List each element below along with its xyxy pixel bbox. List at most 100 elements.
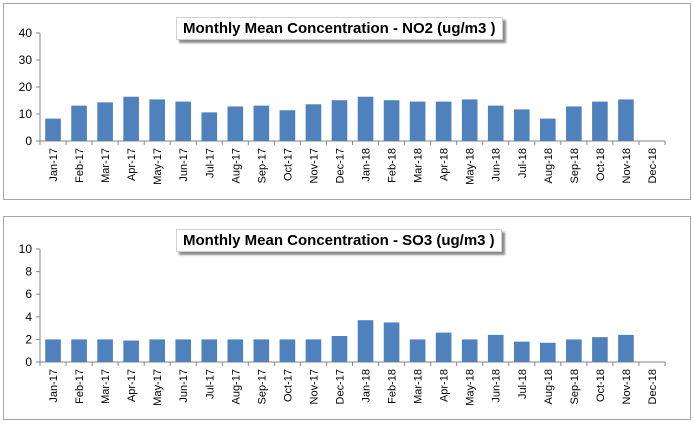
no2-bar-jul-17	[201, 112, 218, 141]
no2-bar-jan-18	[357, 96, 374, 141]
no2-bar-aug-18	[540, 118, 556, 141]
no2-category-label: Oct-17	[282, 148, 294, 181]
no2-y-tick-label: 40	[19, 26, 33, 40]
no2-category-label: Sep-17	[256, 148, 268, 183]
so3-y-tick-label: 4	[25, 310, 32, 324]
so3-category-label: Jul-18	[517, 369, 529, 399]
so3-category-label: Aug-17	[230, 369, 242, 404]
so3-bar-jul-18	[513, 341, 530, 362]
so3-bar-may-17	[149, 339, 165, 362]
so3-y-tick-label: 0	[25, 355, 32, 369]
no2-category-label: May-18	[465, 148, 477, 185]
no2-chart-title: Monthly Mean Concentration - NO2 (ug/m3 …	[176, 17, 503, 40]
no2-category-label: Jul-18	[517, 148, 529, 178]
no2-bar-nov-18	[618, 99, 634, 141]
no2-bar-sep-17	[253, 105, 270, 141]
so3-category-label: Mar-18	[413, 369, 425, 404]
so3-category-label: Feb-18	[387, 369, 399, 404]
so3-bar-mar-18	[409, 339, 426, 362]
so3-bar-aug-17	[227, 339, 244, 362]
no2-bar-jul-18	[513, 109, 530, 141]
so3-bar-jan-17	[45, 339, 61, 362]
so3-bar-jun-17	[175, 339, 192, 362]
no2-bar-may-18	[461, 99, 478, 141]
so3-category-label: Aug-18	[543, 369, 555, 404]
so3-category-label: Dec-17	[334, 369, 346, 404]
so3-category-label: Oct-17	[282, 369, 294, 402]
so3-y-tick-label: 10	[19, 242, 33, 256]
so3-category-label: Apr-18	[439, 369, 451, 402]
so3-category-label: Sep-17	[256, 369, 268, 404]
no2-category-label: Aug-17	[230, 148, 242, 183]
no2-category-label: Aug-18	[543, 148, 555, 183]
so3-category-label: Mar-17	[100, 369, 112, 404]
no2-bar-mar-18	[409, 101, 426, 141]
no2-bar-sep-18	[566, 106, 582, 141]
so3-category-label: May-18	[465, 369, 477, 406]
no2-bar-jun-18	[487, 105, 504, 141]
so3-category-label: Dec-18	[647, 369, 659, 404]
no2-category-label: Jun-18	[491, 148, 503, 182]
so3-bar-sep-17	[253, 339, 270, 362]
so3-bar-sep-18	[566, 339, 582, 362]
so3-bar-apr-17	[123, 340, 139, 362]
so3-bar-aug-18	[540, 342, 556, 362]
so3-category-label: Sep-18	[569, 369, 581, 404]
so3-category-label: Oct-18	[595, 369, 607, 402]
no2-bar-jan-17	[45, 118, 61, 141]
so3-bar-jul-17	[201, 339, 218, 362]
no2-bar-oct-18	[592, 101, 608, 141]
no2-chart: 0 10 20 30 40 Jan-17 Feb-17 Mar-17 Apr-17 May-17 J…	[19, 26, 666, 185]
so3-bar-jun-18	[487, 334, 504, 362]
no2-category-label: Apr-17	[126, 148, 138, 181]
so3-category-label: Jan-18	[361, 369, 373, 403]
no2-bar-aug-17	[227, 106, 244, 141]
so3-y-tick-label: 6	[25, 287, 32, 301]
no2-category-label: Oct-18	[595, 148, 607, 181]
no2-category-label: Sep-18	[569, 148, 581, 183]
no2-category-label: Feb-17	[74, 148, 86, 183]
no2-bar-apr-17	[123, 96, 139, 141]
so3-bar-mar-17	[97, 339, 113, 362]
so3-chart: 0 2 4 6 8 10 Jan-17 Feb-17 Mar-17 Apr-17 May-17 Jun…	[19, 242, 666, 406]
so3-category-label: Jan-17	[48, 369, 60, 403]
so3-bar-jan-18	[357, 320, 374, 362]
so3-bar-dec-17	[331, 336, 348, 362]
so3-bar-nov-17	[305, 339, 322, 362]
no2-category-label: Feb-18	[387, 148, 399, 183]
no2-bar-feb-17	[71, 105, 87, 141]
no2-bar-apr-18	[435, 101, 452, 141]
so3-category-label: Jun-17	[178, 369, 190, 403]
no2-category-label: Jun-17	[178, 148, 190, 182]
no2-bar-nov-17	[305, 104, 322, 141]
no2-bar-jun-17	[175, 101, 192, 141]
so3-category-label: Nov-17	[308, 369, 320, 404]
so3-y-tick-label: 8	[25, 265, 32, 279]
no2-category-label: Jul-17	[204, 148, 216, 178]
no2-bar-may-17	[149, 99, 165, 141]
no2-category-label: Mar-17	[100, 148, 112, 183]
so3-bar-feb-18	[383, 322, 400, 362]
no2-y-tick-label: 10	[19, 107, 33, 121]
no2-y-tick-label: 30	[19, 53, 33, 67]
no2-bar-oct-17	[279, 110, 296, 141]
so3-bar-feb-17	[71, 339, 87, 362]
so3-category-label: Jul-17	[204, 369, 216, 399]
so3-chart-title: Monthly Mean Concentration - SO3 (ug/m3 …	[176, 229, 502, 252]
so3-bar-oct-18	[592, 337, 608, 362]
no2-category-label: Dec-18	[647, 148, 659, 183]
so3-bar-oct-17	[279, 339, 296, 362]
no2-category-label: Apr-18	[439, 148, 451, 181]
so3-bar-nov-18	[618, 334, 634, 362]
no2-category-label: Nov-18	[621, 148, 633, 183]
so3-category-label: May-17	[152, 369, 164, 406]
so3-category-label: Apr-17	[126, 369, 138, 402]
so3-category-label: Feb-17	[74, 369, 86, 404]
so3-category-label: Jun-18	[491, 369, 503, 403]
so3-category-label: Nov-18	[621, 369, 633, 404]
no2-category-label: Nov-17	[308, 148, 320, 183]
no2-category-label: Dec-17	[334, 148, 346, 183]
no2-category-label: Jan-18	[361, 148, 373, 182]
no2-bar-mar-17	[97, 102, 113, 141]
no2-y-tick-label: 0	[25, 134, 32, 148]
